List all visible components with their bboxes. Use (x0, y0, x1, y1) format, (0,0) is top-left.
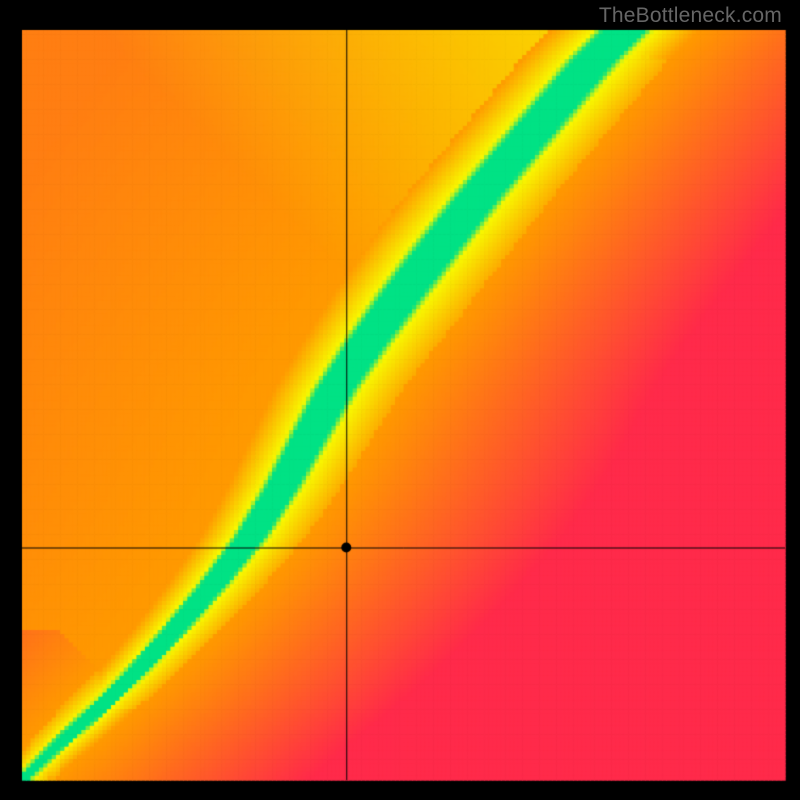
bottleneck-heatmap (0, 0, 800, 800)
watermark-text: TheBottleneck.com (599, 4, 782, 28)
